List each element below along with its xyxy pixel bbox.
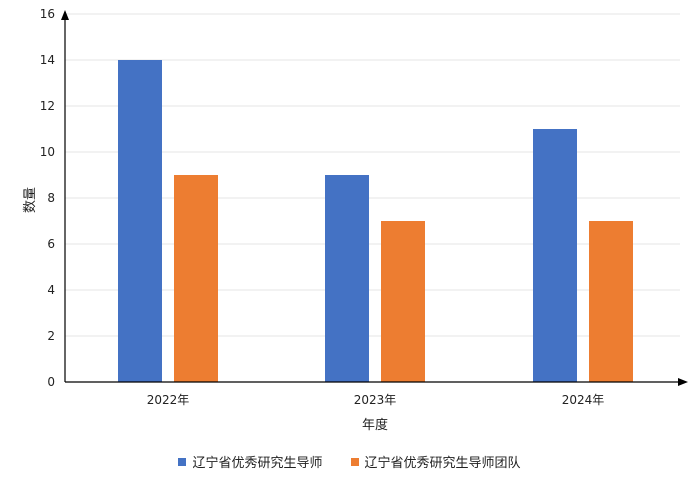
legend-label-series-2: 辽宁省优秀研究生导师团队 [364,456,521,471]
bar-1-3 [533,129,577,382]
y-tick-label: 6 [47,237,55,251]
bar-2-2 [381,221,425,382]
y-axis-title: 数量 [23,187,38,213]
axes [61,10,688,386]
y-tick-label: 2 [47,329,55,343]
x-tick-label: 2022年 [147,393,190,407]
y-tick-label: 12 [40,99,55,113]
bars [118,60,633,382]
x-tick-label: 2024年 [562,393,605,407]
x-axis-title: 年度 [362,417,388,433]
legend-item-series-2: 辽宁省优秀研究生导师团队 [350,452,521,471]
y-tick-label: 10 [40,145,55,159]
legend: 辽宁省优秀研究生导师 辽宁省优秀研究生导师团队 [0,452,699,471]
y-tick-label: 14 [40,53,55,67]
x-tick-label: 2023年 [354,393,397,407]
legend-label-series-1: 辽宁省优秀研究生导师 [192,456,323,471]
legend-swatch-series-2 [350,457,359,466]
tick-labels: 0 2 4 6 8 10 12 14 16 2022年 2023年 2024年 [40,7,605,407]
x-axis-arrow [678,378,688,386]
y-tick-label: 0 [47,375,55,389]
bar-1-2 [325,175,369,382]
y-axis-arrow [61,10,69,20]
legend-swatch-series-1 [178,457,187,466]
y-tick-label: 16 [40,7,55,21]
bar-2-1 [174,175,218,382]
y-tick-label: 8 [47,191,55,205]
y-tick-label: 4 [47,283,55,297]
grid-lines [65,13,680,337]
bar-1-1 [118,60,162,382]
bar-2-3 [589,221,633,382]
legend-item-series-1: 辽宁省优秀研究生导师 [178,452,323,471]
